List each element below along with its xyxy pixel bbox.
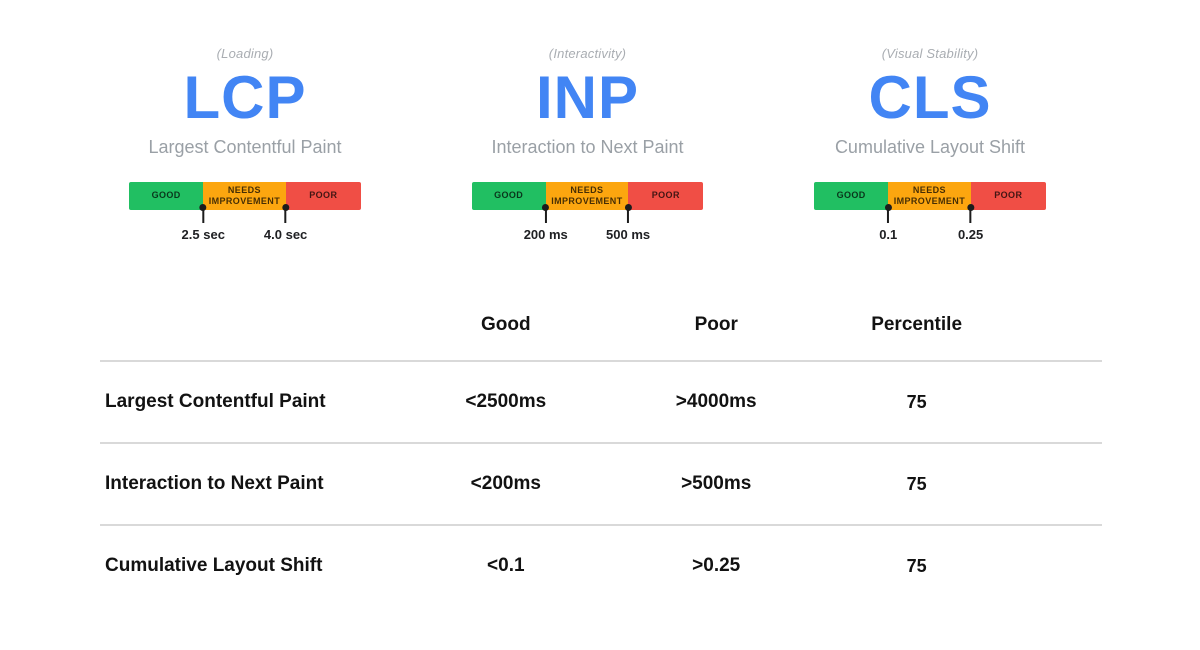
- cell-good-value: <0.1: [487, 555, 525, 576]
- good-segment: GOOD: [129, 182, 204, 210]
- threshold-value: 500 ms: [606, 227, 651, 242]
- metric-category-label: (Visual Stability): [881, 46, 979, 61]
- metric-card-lcp: (Loading) LCP Largest Contentful Paint G…: [95, 46, 395, 242]
- poor-segment: POOR: [970, 182, 1046, 210]
- table-row: Largest Contentful Paint <2500ms >4000ms…: [100, 360, 1102, 442]
- threshold-marker: 200 ms: [524, 204, 568, 242]
- metric-full-name: Cumulative Layout Shift: [834, 137, 1026, 157]
- poor-segment: POOR: [628, 182, 704, 210]
- header-poor: Poor: [694, 314, 738, 335]
- marker-dot-icon: [542, 204, 550, 211]
- threshold-scale-bar: GOOD NEEDS IMPROVEMENT POOR 200 ms 500 m…: [471, 182, 704, 242]
- cell-metric-name: Cumulative Layout Shift: [105, 555, 323, 576]
- metric-category-label: (Loading): [216, 46, 274, 61]
- marker-dot-icon: [624, 204, 632, 211]
- good-segment: GOOD: [471, 182, 546, 210]
- metric-card-cls: (Visual Stability) CLS Cumulative Layout…: [780, 46, 1080, 242]
- table-row: Interaction to Next Paint <200ms >500ms …: [100, 442, 1102, 524]
- table-row: Cumulative Layout Shift <0.1 >0.25 75: [100, 524, 1102, 606]
- threshold-scale-bar: GOOD NEEDS IMPROVEMENT POOR 2.5 sec 4.0 …: [129, 182, 361, 242]
- metric-full-name: Largest Contentful Paint: [148, 137, 342, 157]
- table-header-row: Good Poor Percentile: [100, 290, 1102, 360]
- needs-improvement-segment: NEEDS IMPROVEMENT: [203, 182, 286, 210]
- marker-stem: [202, 210, 205, 223]
- cell-percentile-value: 75: [906, 555, 927, 576]
- marker-stem: [284, 210, 287, 223]
- metric-category-label: (Interactivity): [548, 46, 627, 61]
- thresholds-table: Good Poor Percentile Largest Contentful …: [100, 290, 1102, 606]
- cell-poor-value: >500ms: [681, 473, 752, 494]
- marker-dot-icon: [967, 204, 975, 211]
- threshold-value: 2.5 sec: [181, 227, 225, 242]
- marker-stem: [887, 210, 890, 223]
- marker-stem: [544, 210, 547, 223]
- cell-percentile-value: 75: [906, 473, 927, 494]
- cell-poor-value: >4000ms: [675, 391, 757, 412]
- cell-metric-name: Largest Contentful Paint: [105, 391, 326, 412]
- marker-dot-icon: [282, 204, 290, 211]
- marker-dot-icon: [199, 204, 207, 211]
- metric-card-inp: (Interactivity) INP Interaction to Next …: [438, 46, 738, 242]
- threshold-value: 200 ms: [523, 227, 568, 242]
- threshold-value: 4.0 sec: [263, 227, 308, 242]
- needs-improvement-segment: NEEDS IMPROVEMENT: [545, 182, 629, 210]
- metric-full-name: Interaction to Next Paint: [491, 137, 684, 157]
- threshold-marker: 500 ms: [606, 204, 650, 242]
- cell-percentile-value: 75: [906, 391, 927, 412]
- threshold-marker: 2.5 sec: [182, 204, 225, 242]
- threshold-marker: 0.25: [958, 204, 983, 242]
- threshold-marker: 0.1: [879, 204, 897, 242]
- marker-stem: [627, 210, 630, 223]
- metric-abbreviation: CLS: [868, 64, 992, 131]
- cell-good-value: <200ms: [470, 473, 541, 494]
- threshold-value: 0.25: [957, 227, 984, 242]
- threshold-marker: 4.0 sec: [264, 204, 307, 242]
- header-percentile: Percentile: [871, 314, 963, 335]
- metric-abbreviation: LCP: [183, 64, 307, 131]
- marker-dot-icon: [884, 204, 892, 211]
- metric-abbreviation: INP: [535, 64, 640, 131]
- poor-segment: POOR: [285, 182, 361, 210]
- cell-good-value: <2500ms: [465, 391, 547, 412]
- cell-metric-name: Interaction to Next Paint: [105, 473, 324, 494]
- metric-cards-row: (Loading) LCP Largest Contentful Paint G…: [0, 0, 1200, 242]
- header-good: Good: [480, 314, 531, 335]
- cell-poor-value: >0.25: [692, 555, 741, 576]
- threshold-scale-bar: GOOD NEEDS IMPROVEMENT POOR 0.1 0.25: [814, 182, 1046, 242]
- marker-stem: [969, 210, 972, 223]
- good-segment: GOOD: [814, 182, 889, 210]
- threshold-value: 0.1: [879, 227, 898, 242]
- needs-improvement-segment: NEEDS IMPROVEMENT: [888, 182, 971, 210]
